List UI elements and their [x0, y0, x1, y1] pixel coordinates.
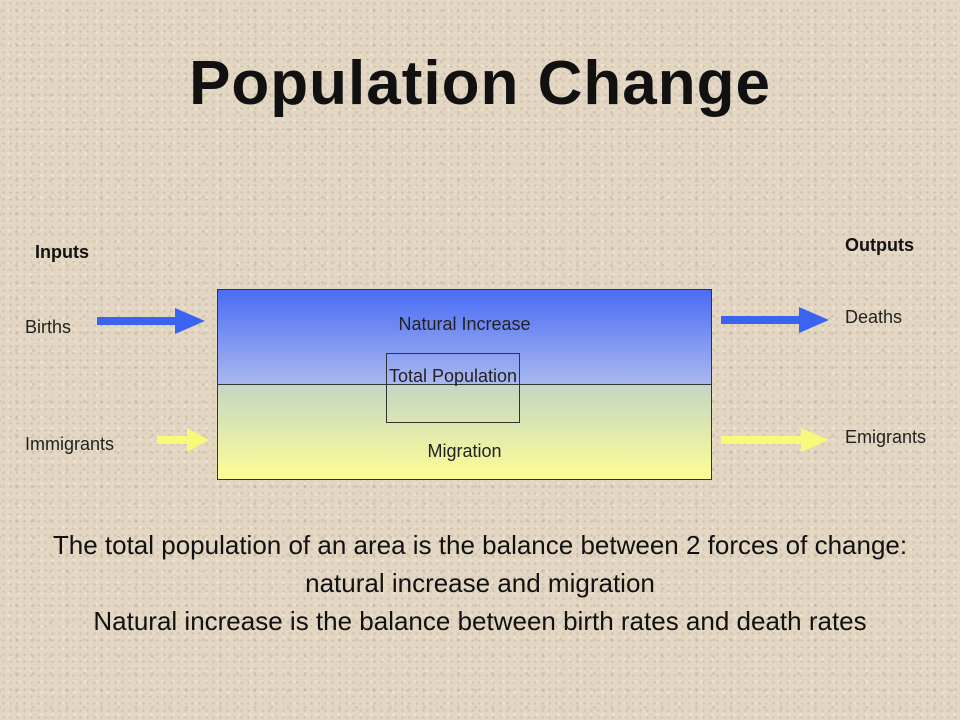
emigrants-label: Emigrants	[845, 427, 927, 447]
births-arrow-icon	[97, 308, 205, 334]
emigrants-arrow-icon	[721, 428, 829, 452]
summary-line-1: The total population of an area is the b…	[52, 530, 908, 598]
summary-text: The total population of an area is the b…	[20, 526, 940, 640]
immigrants-label: Immigrants	[25, 434, 115, 454]
immigrants-arrow-icon	[157, 428, 209, 452]
summary-line-2: Natural increase is the balance between …	[93, 606, 867, 636]
natural-increase-label: Natural Increase	[398, 314, 531, 334]
slide-title: Population Change	[189, 49, 771, 118]
population-system-box: Natural Increase Migration Total Populat…	[217, 289, 712, 480]
deaths-arrow-icon	[721, 307, 829, 333]
deaths-label: Deaths	[845, 307, 903, 327]
outputs-heading: Outputs	[845, 235, 914, 255]
total-population-box: Total Population	[386, 353, 520, 423]
natural-increase-band	[218, 290, 711, 385]
total-population-label: Total Population	[388, 366, 518, 386]
migration-label: Migration	[427, 441, 502, 461]
births-label: Births	[25, 317, 72, 337]
inputs-heading: Inputs	[35, 242, 89, 262]
migration-band	[218, 385, 711, 479]
